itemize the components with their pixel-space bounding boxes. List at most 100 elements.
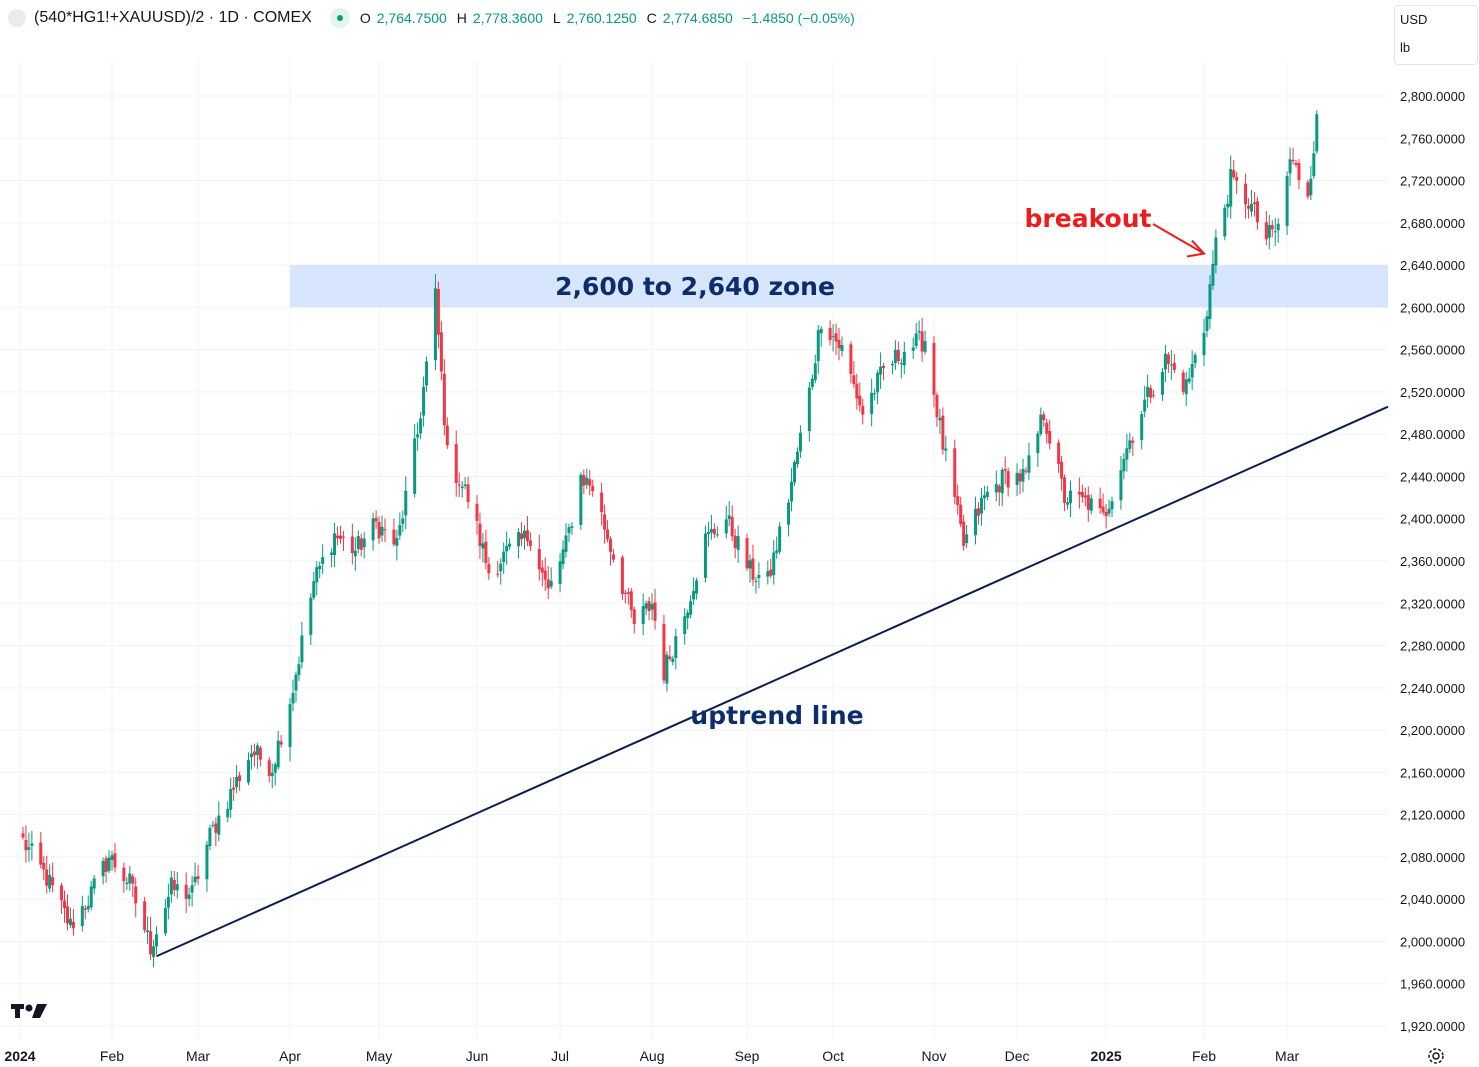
candle-body (525, 530, 529, 542)
candle-body (1267, 225, 1271, 238)
candle-body (321, 557, 325, 564)
currency-label[interactable]: USD (1400, 12, 1428, 27)
candle-body (1152, 394, 1156, 396)
high-key: H (456, 10, 467, 26)
candle-body (757, 574, 761, 579)
price-axis[interactable]: 1,920.0000 1,960.0000 2,000.0000 2,040.0000… (1400, 89, 1465, 1034)
candle-body (665, 654, 669, 684)
candle-body (1187, 378, 1191, 382)
unit-label[interactable]: lb (1400, 40, 1411, 55)
symbol-title[interactable]: (540*HG1!+XAUUSD)/2 · 1D · COMEX (34, 9, 312, 26)
price-tick-label: 2,480.0000 (1400, 427, 1465, 442)
low-key: L (552, 10, 561, 26)
candle-body (419, 418, 423, 434)
candle-body (1098, 498, 1102, 509)
grid-lines (0, 62, 1388, 1040)
candle-body (911, 347, 915, 351)
candle-body (579, 474, 583, 525)
candle-body (1294, 162, 1298, 165)
candle-body (190, 885, 194, 893)
status-dot (336, 15, 343, 21)
candle-body (671, 658, 675, 663)
candle-body (380, 526, 384, 536)
candle-body (807, 387, 811, 432)
candle-body (249, 753, 253, 758)
candle-body (110, 855, 114, 860)
breakout-arrow-line (1152, 223, 1205, 255)
candle-body (727, 515, 731, 520)
candle-body (392, 529, 396, 545)
logo-stem (15, 1004, 20, 1018)
candle-body (338, 535, 342, 539)
candle-body (318, 565, 322, 569)
candle-body (336, 535, 340, 539)
candle-body (775, 550, 779, 554)
time-tick-label: Feb (1192, 1048, 1216, 1064)
time-tick-label: 2025 (1091, 1048, 1122, 1064)
zone-rect (290, 265, 1388, 308)
candle-body (330, 552, 334, 555)
candle-body (1140, 414, 1144, 441)
candle-body (214, 823, 218, 833)
candle-body (629, 591, 633, 610)
candle-body (1297, 163, 1301, 181)
candle-body (288, 704, 292, 747)
candle-body (1024, 470, 1028, 472)
candle-body (258, 747, 262, 760)
candle-body (1146, 387, 1150, 397)
candle-body (567, 527, 571, 534)
candle-body (644, 603, 648, 609)
ohlc-values: O 2,764.7500 H 2,778.3600 L 2,760.1250 C 2,7… (360, 10, 855, 26)
trendline-group: uptrend line (156, 405, 1389, 958)
candle-body (1003, 469, 1007, 471)
candle-body (83, 908, 87, 910)
price-tick-label: 2,240.0000 (1400, 681, 1465, 696)
tradingview-logo[interactable] (11, 1004, 47, 1018)
symbol-logo-icon[interactable] (8, 9, 26, 27)
price-tick-label: 1,920.0000 (1400, 1019, 1465, 1034)
candle-body (68, 918, 72, 926)
candle-body (1089, 498, 1093, 511)
candle-body (413, 438, 417, 494)
candle-body (226, 809, 230, 818)
price-tick-label: 2,120.0000 (1400, 808, 1465, 823)
candle-body (650, 603, 654, 610)
candle-body (1214, 237, 1218, 266)
market-status-icon[interactable] (329, 8, 350, 28)
uptrend-line (156, 405, 1389, 958)
candle-body (1119, 470, 1123, 501)
candle-body (941, 415, 945, 450)
price-tick-label: 2,080.0000 (1400, 850, 1465, 865)
candle-body (683, 616, 687, 634)
candle-body (463, 484, 467, 486)
time-axis[interactable]: 2024 Feb Mar Apr May Jun Jul Aug Sep Oct Nov Dec 202… (4, 1048, 1299, 1064)
candle-body (169, 877, 173, 895)
candle-body (273, 764, 277, 773)
candle-body (769, 569, 773, 576)
candle-body (134, 886, 138, 904)
candle-body (208, 827, 212, 847)
price-tick-label: 2,000.0000 (1400, 934, 1465, 949)
uptrend-label: uptrend line (690, 701, 863, 730)
candle-body (620, 557, 624, 595)
candle-body (65, 906, 69, 924)
candle-body (442, 373, 446, 426)
settings-gear-icon[interactable] (1425, 1045, 1447, 1067)
candle-body (1244, 183, 1248, 205)
candle-body (439, 332, 443, 372)
candle-body (1169, 364, 1173, 366)
candle-body (24, 839, 28, 851)
candle-body (143, 901, 147, 931)
candle-body (736, 536, 740, 550)
time-tick-label: Mar (186, 1048, 210, 1064)
time-tick-label: 2024 (4, 1048, 35, 1064)
candle-body (425, 361, 429, 386)
candle-body (997, 485, 1001, 493)
currency-unit-selector[interactable]: USD lb (1394, 5, 1478, 65)
price-tick-label: 2,360.0000 (1400, 554, 1465, 569)
candle-body (1048, 430, 1052, 444)
candle-body (487, 564, 491, 574)
candle-body (433, 288, 437, 361)
candle-body (1068, 490, 1072, 504)
